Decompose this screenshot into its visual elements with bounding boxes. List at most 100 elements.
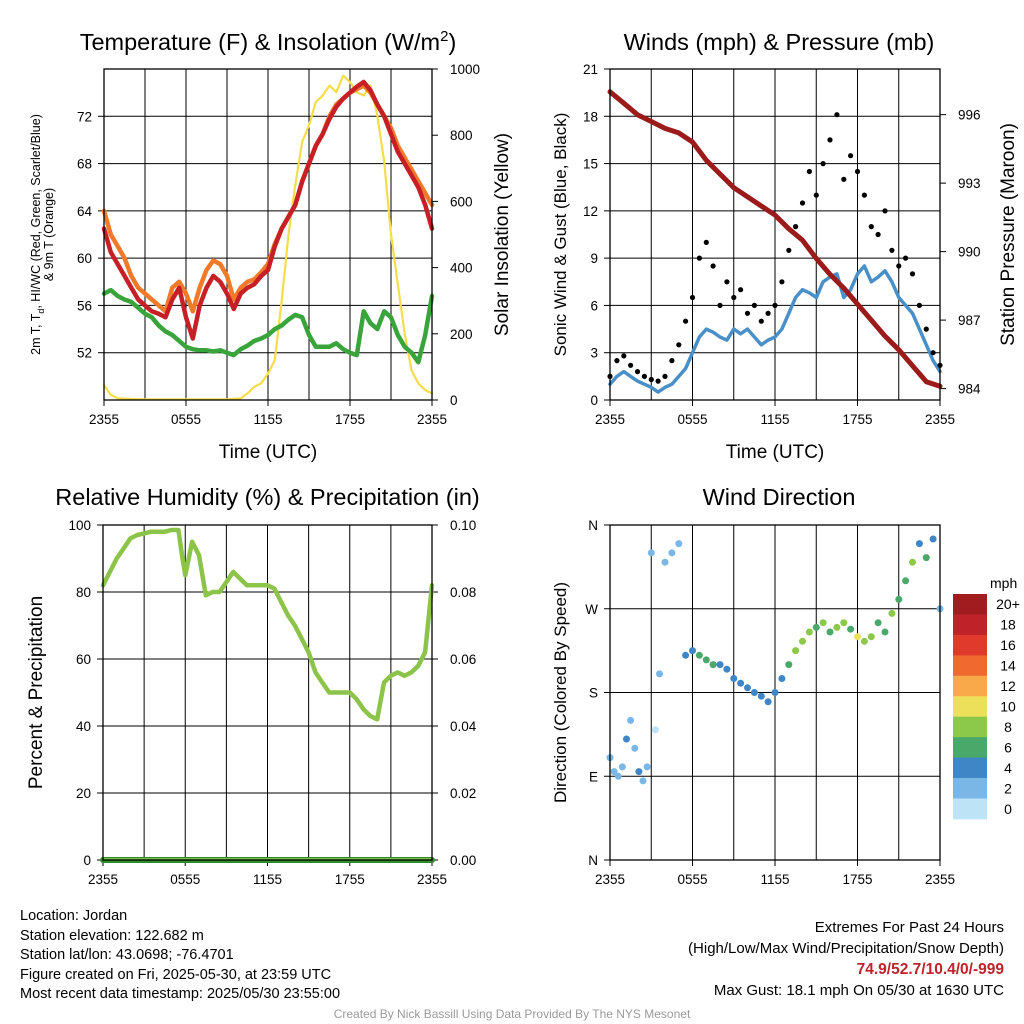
direction-point	[639, 777, 647, 785]
gust-point	[861, 192, 868, 198]
humidity-precip-panel: 2355 0555 1155 1755 2355 0 20 40 60 80 100 0.00 0.02…	[26, 484, 480, 887]
direction-point	[895, 595, 903, 603]
direction-point	[627, 716, 635, 724]
y2-axis-label: Solar Insolation (Yellow)	[492, 133, 513, 336]
credit-text: Created By Nick Bassill Using Data Provi…	[333, 1007, 691, 1021]
gust-point	[793, 224, 799, 230]
y-tick-label: 18	[583, 109, 598, 124]
gust-point	[710, 263, 716, 269]
y-tick-label: 0	[590, 393, 598, 408]
x-axis-label: Time (UTC)	[726, 442, 825, 463]
x-tick-label: 1755	[842, 872, 872, 887]
direction-point	[847, 625, 855, 633]
max-gust-text: Max Gust: 18.1 mph On 05/30 at 1630 UTC	[713, 982, 1004, 999]
direction-point	[695, 651, 703, 659]
gust-point	[813, 192, 819, 198]
plot-frame	[609, 68, 941, 401]
direction-point	[623, 735, 630, 743]
y2-tick-label: 0.06	[450, 652, 476, 667]
humidity-line	[100, 527, 435, 722]
colorbar-title: mph	[990, 575, 1017, 591]
y2-axis-label: Station Pressure (Maroon)	[998, 123, 1019, 346]
direction-point	[618, 763, 626, 771]
direction-point	[737, 679, 745, 687]
direction-point	[675, 540, 683, 548]
gust-point	[628, 362, 634, 368]
y-axis-label-line2: & 9m T (Orange)	[42, 188, 56, 281]
y-tick-label: 64	[77, 204, 93, 219]
gust-point	[875, 231, 881, 238]
y-tick-label: 56	[77, 298, 92, 313]
direction-point	[744, 684, 751, 692]
gust-point	[648, 376, 654, 383]
y-tick-label: 68	[77, 157, 92, 172]
chart-title-superscript: 2	[440, 28, 448, 45]
y-tick-label: 21	[583, 62, 598, 77]
gust-point	[689, 294, 696, 301]
y2-tick-label: 993	[958, 176, 981, 191]
x-tick-label: 2355	[88, 872, 118, 887]
direction-point	[833, 623, 841, 631]
direction-point	[915, 540, 923, 548]
gust-point	[765, 310, 771, 316]
direction-point	[689, 647, 696, 655]
wind-direction-panel: 2355 0555 1155 1755 2355 N E S W N Wind Direction D…	[551, 484, 1020, 887]
direction-point	[682, 651, 690, 659]
direction-point	[723, 665, 731, 673]
gust-point	[614, 358, 620, 364]
y-axis-label: Percent & Precipitation	[26, 596, 47, 789]
x-tick-label: 2355	[89, 412, 119, 427]
gust-point	[930, 350, 936, 356]
x-tick-label: 1755	[842, 412, 872, 427]
colorbar-label: 6	[1004, 739, 1012, 755]
colorbar-label: 16	[1000, 637, 1016, 653]
gust-point	[779, 279, 785, 285]
x-tick-label: 2355	[595, 412, 625, 427]
y-axis-label: 2m T, Td, HI/WC (Red, Green, Scarlet/Blu…	[29, 114, 46, 355]
direction-point	[643, 763, 651, 771]
pressure-line	[607, 89, 943, 389]
x-tick-label: 1155	[760, 872, 789, 887]
y-tick-label: 100	[68, 518, 91, 533]
gust-point	[669, 358, 675, 364]
y-tick-label: 6	[590, 298, 598, 313]
direction-point	[668, 549, 676, 557]
colorbar-label: 10	[1000, 699, 1016, 715]
gust-point	[621, 353, 627, 359]
y2-tick-label: 0.10	[450, 518, 476, 533]
colorbar-swatch	[953, 655, 987, 677]
y-tick-label: 15	[583, 157, 598, 172]
direction-point	[771, 689, 779, 696]
gust-point	[758, 318, 764, 324]
gust-point	[799, 200, 806, 206]
x-tick-label: 1755	[335, 412, 365, 427]
chart-title: Winds (mph) & Pressure (mb)	[624, 29, 935, 55]
colorbar-swatch	[953, 778, 987, 799]
y-tick-label: 52	[77, 346, 92, 361]
figure-created-text: Figure created on Fri, 2025-05-30, at 23…	[20, 966, 332, 983]
x-tick-label: 1155	[760, 412, 789, 427]
direction-point	[805, 628, 813, 636]
direction-point	[647, 549, 655, 557]
direction-point	[860, 637, 868, 645]
x-tick-label: 1155	[253, 412, 282, 427]
gust-point	[662, 373, 668, 379]
y-tick-label: E	[589, 769, 598, 784]
direction-point	[902, 577, 910, 585]
chart-title: Wind Direction	[703, 484, 856, 510]
y-tick-label: 3	[590, 346, 598, 361]
y-tick-label: 20	[76, 786, 91, 801]
direction-point	[888, 609, 896, 617]
direction-point	[778, 675, 786, 682]
y-axis-label-part: 2m T, T	[29, 313, 43, 355]
gust-point	[772, 302, 778, 308]
elevation-text: Station elevation: 122.682 m	[20, 927, 204, 944]
direction-point	[799, 637, 806, 645]
y2-tick-label: 0.00	[450, 853, 476, 868]
y2-tick-label: 0.04	[450, 719, 477, 734]
direction-point	[702, 656, 710, 664]
gust-point	[868, 224, 874, 230]
x-tick-label: 2355	[417, 412, 447, 427]
colorbar-label: 14	[1000, 658, 1016, 674]
direction-point	[792, 647, 800, 655]
